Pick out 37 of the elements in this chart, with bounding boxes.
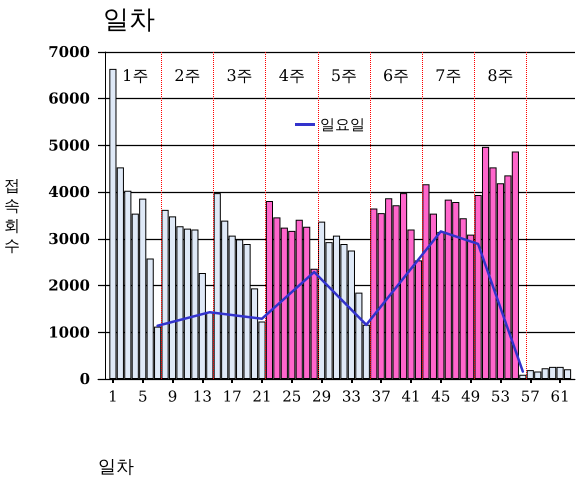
annotation: 1주 [122, 66, 148, 85]
x-tick-label: 13 [192, 388, 212, 406]
x-tick-label: 61 [550, 388, 570, 406]
x-tick-label: 41 [401, 388, 421, 406]
annotation: 6주 [383, 66, 410, 85]
x-tick-label: 53 [490, 388, 510, 406]
y-tick-label: 7000 [48, 43, 90, 61]
y-tick-label: 1000 [48, 323, 90, 342]
x-tick-label: 49 [461, 388, 480, 406]
annotation: 8주 [487, 66, 514, 85]
line-series [156, 230, 524, 373]
y-tick-label: 6000 [48, 90, 90, 108]
x-tick-label: 25 [282, 388, 302, 406]
x-tick-label: 5 [138, 388, 148, 406]
x-axis-title: 일차 [98, 456, 134, 478]
legend-label: 일요일 [320, 116, 365, 134]
x-tick-label: 9 [168, 388, 178, 406]
y-tick-label: 2000 [48, 276, 90, 295]
chart-title: 일차 [103, 5, 155, 35]
x-tick-label: 33 [342, 388, 361, 406]
annotation: 5주 [330, 66, 358, 85]
y-axis-title: 접속회수 [4, 176, 20, 255]
y-tick-label: 4000 [48, 183, 90, 202]
annotation: 4주 [278, 66, 305, 85]
y-tick-label: 3000 [48, 230, 90, 248]
x-tick-label: 21 [252, 388, 272, 406]
annotation: 3주 [226, 66, 253, 85]
annotation: 7주 [435, 66, 462, 85]
x-tick-label: 29 [312, 388, 332, 406]
x-tick-label: 37 [372, 388, 391, 406]
annotation: 2주 [174, 66, 201, 85]
x-tick-label: 17 [222, 388, 242, 406]
x-tick-label: 57 [520, 388, 540, 406]
y-tick-label: 5000 [48, 136, 90, 154]
x-tick-label: 45 [431, 388, 450, 406]
y-tick-label: 0 [80, 370, 90, 388]
x-tick-label: 1 [108, 388, 118, 406]
